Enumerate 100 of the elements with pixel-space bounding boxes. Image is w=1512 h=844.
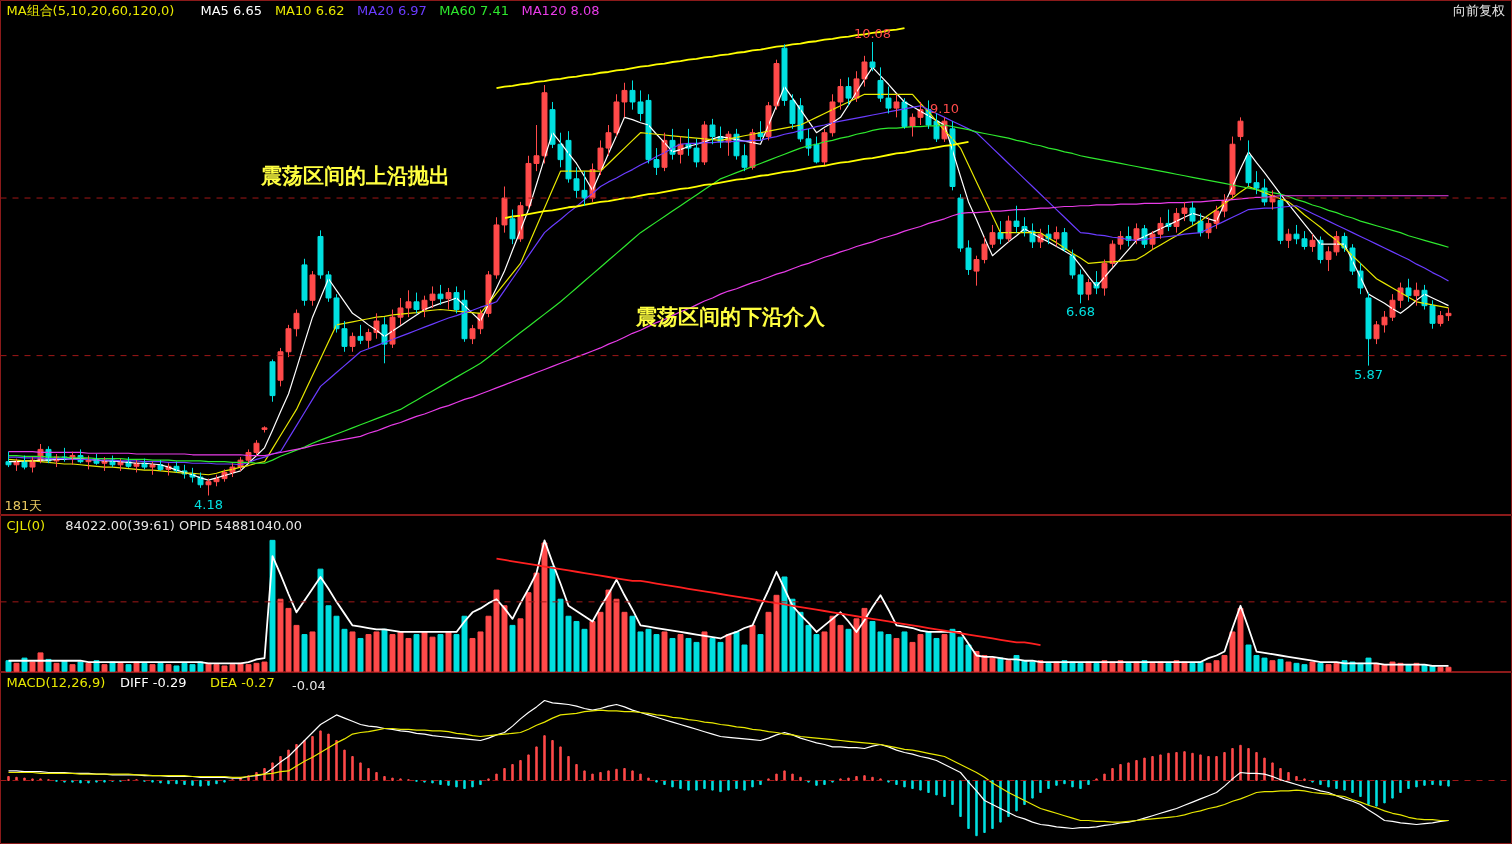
candlestick	[21, 455, 28, 470]
candlestick	[333, 293, 340, 334]
candlestick	[1277, 193, 1284, 245]
text: 84022.00(39:61) OPID 54881040.00	[65, 517, 302, 533]
candlestick	[1317, 235, 1324, 264]
candlestick	[877, 66, 884, 103]
candlestick	[1005, 215, 1012, 243]
candlestick	[437, 284, 444, 306]
bar	[1165, 662, 1172, 672]
candlestick	[285, 324, 292, 358]
candlestick	[493, 216, 500, 280]
bar	[1093, 662, 1100, 672]
candlestick	[405, 289, 412, 318]
bar	[1053, 661, 1060, 672]
bar	[509, 624, 516, 672]
text: MA60 7.41	[439, 2, 510, 18]
annotation: 4.18	[194, 496, 223, 512]
bar	[109, 661, 116, 672]
annotation: 6.68	[1066, 304, 1095, 320]
candlestick	[1085, 278, 1092, 301]
candlestick	[701, 120, 708, 166]
bar	[357, 637, 364, 672]
bar	[349, 631, 356, 672]
bar	[661, 631, 668, 672]
candlestick	[429, 285, 436, 309]
candlestick	[613, 93, 620, 138]
candlestick	[341, 320, 348, 353]
candlestick	[957, 193, 964, 253]
candlestick	[413, 292, 420, 314]
candlestick	[573, 166, 580, 199]
candlestick	[989, 224, 996, 249]
candlestick	[1405, 278, 1412, 303]
candlestick	[653, 147, 660, 176]
candlestick	[549, 101, 556, 149]
annotation: 5.87	[1354, 366, 1383, 382]
annotation: 向前复权	[1452, 2, 1505, 18]
candlestick	[309, 270, 316, 307]
bar	[669, 637, 676, 672]
bar	[1005, 660, 1012, 672]
bar	[5, 660, 12, 672]
candlestick	[965, 239, 972, 276]
annotation: 181天	[4, 497, 43, 513]
bar	[845, 628, 852, 672]
candlestick	[1301, 230, 1308, 251]
text: DIFF -0.29	[119, 674, 187, 690]
candlestick	[893, 93, 900, 118]
text: DEA -0.27	[209, 674, 275, 690]
candlestick	[1253, 170, 1260, 195]
bar	[117, 662, 124, 672]
bar	[437, 634, 444, 672]
bar	[941, 634, 948, 672]
candlestick	[997, 220, 1004, 245]
candlestick	[301, 258, 308, 307]
candlestick	[1325, 245, 1332, 272]
bar	[141, 662, 148, 672]
candlestick	[1237, 116, 1244, 141]
candlestick	[349, 332, 356, 353]
candlestick	[325, 270, 332, 303]
bar	[1285, 661, 1292, 672]
candlestick	[773, 59, 780, 111]
bar	[133, 661, 140, 672]
bar	[149, 664, 156, 672]
bar	[749, 624, 756, 672]
bar	[445, 631, 452, 672]
candlestick	[501, 186, 508, 234]
candlestick	[269, 358, 276, 403]
bar	[309, 631, 316, 672]
chart-title: CJL(0)	[6, 517, 46, 533]
candlestick	[741, 143, 748, 172]
candlestick	[1381, 310, 1388, 334]
candlestick	[317, 229, 324, 280]
candlestick	[205, 478, 212, 497]
bar	[157, 662, 164, 672]
candlestick	[445, 287, 452, 310]
text: -0.04	[292, 677, 326, 693]
candlestick	[821, 128, 828, 166]
candlestick	[1437, 310, 1444, 327]
bar	[1133, 661, 1140, 672]
candlestick	[1077, 269, 1084, 304]
candlestick	[621, 82, 628, 118]
bar	[1125, 662, 1132, 672]
candlestick	[389, 309, 396, 349]
candlestick	[1445, 307, 1452, 322]
bar	[301, 634, 308, 672]
bar	[69, 664, 76, 672]
candlestick	[1285, 228, 1292, 249]
candlestick	[1189, 201, 1196, 226]
candlestick	[541, 84, 548, 164]
bar	[1045, 662, 1052, 672]
text: MA10 6.62	[274, 2, 345, 18]
candlestick	[1229, 136, 1236, 199]
annotation: 9.10	[930, 101, 959, 117]
candlestick	[1245, 139, 1252, 188]
candlestick	[1053, 225, 1060, 247]
bar	[165, 664, 172, 672]
bar	[61, 660, 68, 672]
annotation: 震荡区间的上沿抛出	[260, 163, 450, 188]
bar	[85, 662, 92, 672]
candlestick	[1373, 320, 1380, 345]
candlestick	[629, 79, 636, 111]
